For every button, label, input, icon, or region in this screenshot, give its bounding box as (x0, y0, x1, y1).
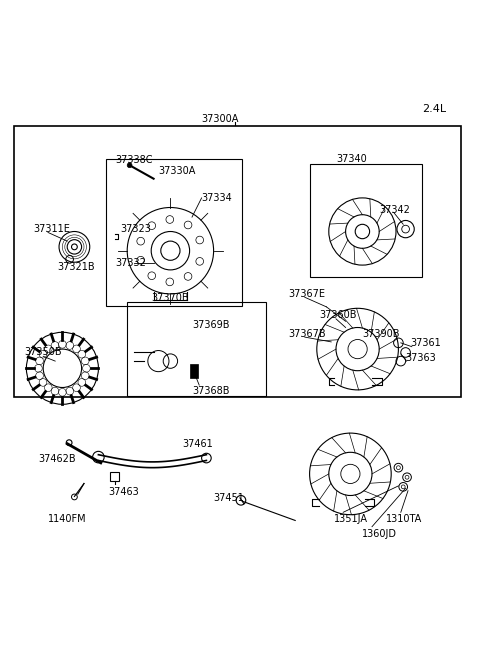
Text: 37390B: 37390B (362, 329, 400, 339)
Text: 37323: 37323 (120, 224, 151, 234)
Bar (106, 160, 242, 306)
Text: 37311E: 37311E (34, 224, 71, 234)
Text: 37338C: 37338C (115, 155, 153, 166)
Text: 37463: 37463 (108, 487, 139, 496)
Text: 37368B: 37368B (192, 386, 229, 396)
Text: 37363: 37363 (406, 353, 436, 363)
Text: 1310TA: 1310TA (386, 514, 423, 525)
Text: 1360JD: 1360JD (362, 529, 397, 539)
Text: 37367B: 37367B (288, 329, 325, 339)
Text: 37367E: 37367E (288, 289, 325, 299)
Text: 37451: 37451 (214, 493, 244, 503)
Bar (310, 164, 422, 277)
Text: 37370B: 37370B (151, 293, 189, 303)
Bar (190, 364, 198, 378)
Text: 37461: 37461 (182, 439, 213, 449)
Bar (127, 302, 266, 396)
Bar (110, 472, 119, 481)
Bar (14, 126, 461, 397)
Text: 37321B: 37321B (58, 261, 95, 272)
Text: 37300A: 37300A (202, 114, 239, 124)
Text: 1140FM: 1140FM (48, 514, 86, 525)
Text: 2.4L: 2.4L (422, 104, 446, 114)
Text: 37350B: 37350B (24, 347, 61, 358)
Circle shape (127, 163, 132, 168)
Text: 37369B: 37369B (192, 320, 229, 330)
Text: 37342: 37342 (379, 205, 410, 215)
Text: 37330A: 37330A (158, 166, 196, 176)
Text: 37361: 37361 (410, 339, 441, 348)
Text: 37360B: 37360B (319, 310, 357, 320)
Text: 37332: 37332 (115, 257, 146, 268)
Text: 37462B: 37462B (38, 455, 76, 464)
Text: 37340: 37340 (336, 153, 367, 164)
Text: 37334: 37334 (202, 193, 232, 203)
Text: 1351JA: 1351JA (334, 514, 368, 525)
